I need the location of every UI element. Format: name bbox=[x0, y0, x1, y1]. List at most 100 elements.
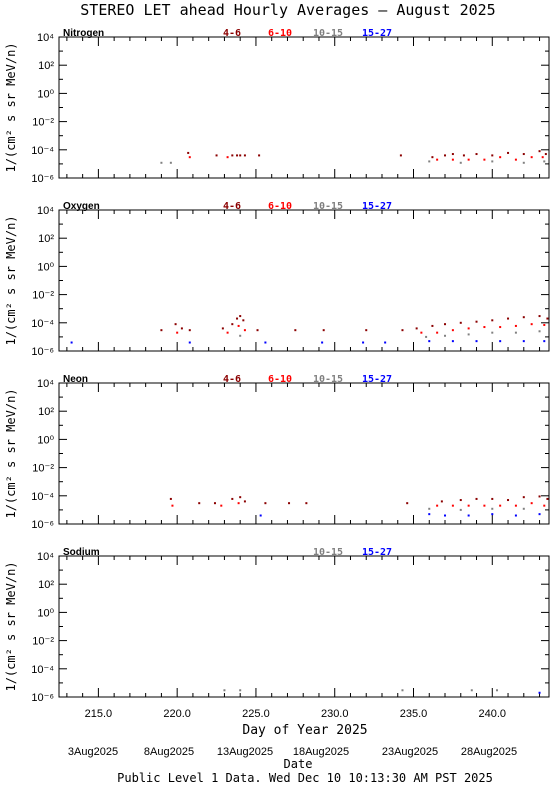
data-point bbox=[538, 513, 541, 516]
data-point bbox=[475, 153, 478, 156]
data-point bbox=[522, 496, 525, 499]
panel-name: Neon bbox=[63, 374, 88, 385]
data-point bbox=[451, 340, 454, 343]
data-point bbox=[399, 154, 402, 157]
data-point bbox=[530, 502, 533, 505]
data-point bbox=[188, 341, 191, 344]
data-point bbox=[538, 691, 541, 694]
data-point bbox=[239, 154, 242, 157]
y-tick-label: 10⁻⁶ bbox=[31, 346, 54, 358]
data-point bbox=[436, 331, 439, 334]
data-point bbox=[514, 504, 517, 507]
y-tick-label: 10⁻² bbox=[32, 117, 54, 129]
legend-15-27: 15-27 bbox=[362, 201, 392, 212]
legend-6-10: 6-10 bbox=[268, 201, 292, 212]
data-point bbox=[444, 323, 447, 326]
data-point bbox=[459, 161, 462, 164]
data-point bbox=[231, 323, 234, 326]
y-tick-label: 10² bbox=[38, 406, 54, 418]
date-label: 13Aug2025 bbox=[217, 746, 273, 758]
data-point bbox=[243, 500, 246, 503]
data-point bbox=[187, 151, 190, 154]
data-point bbox=[483, 326, 486, 329]
data-point bbox=[491, 319, 494, 322]
date-label: 18Aug2025 bbox=[293, 746, 349, 758]
data-point bbox=[499, 340, 502, 343]
data-point bbox=[507, 317, 510, 320]
data-point bbox=[188, 156, 191, 159]
y-tick-label: 10⁻² bbox=[32, 290, 54, 302]
data-point bbox=[401, 689, 404, 692]
legend-4-6: 4-6 bbox=[223, 28, 241, 39]
data-point bbox=[491, 160, 494, 163]
data-point bbox=[541, 156, 544, 159]
panel-oxygen: 10⁻⁶ 10⁻⁴ 10⁻² 10⁰ 10² 10⁴ 1/(cm² s sr MeV/n) O… bbox=[4, 201, 550, 358]
data-point bbox=[475, 497, 478, 500]
data-point bbox=[70, 341, 73, 344]
x-tick-label: 220.0 bbox=[163, 708, 191, 720]
data-point bbox=[522, 153, 525, 156]
data-point bbox=[223, 689, 226, 692]
x-tick-label: 240.0 bbox=[479, 708, 507, 720]
data-point bbox=[401, 329, 404, 332]
y-tick-label: 10⁰ bbox=[37, 261, 54, 273]
data-point bbox=[258, 154, 261, 157]
y-tick-label: 10⁻⁶ bbox=[31, 173, 54, 185]
data-point bbox=[431, 156, 434, 159]
data-point bbox=[462, 154, 465, 157]
data-point bbox=[174, 323, 177, 326]
plot-frame bbox=[58, 382, 550, 525]
data-point bbox=[459, 508, 462, 511]
data-point bbox=[546, 497, 549, 500]
data-point bbox=[499, 504, 502, 507]
data-point bbox=[459, 499, 462, 502]
data-point bbox=[530, 156, 533, 159]
plot-frame bbox=[58, 209, 550, 352]
data-point bbox=[483, 504, 486, 507]
data-point bbox=[428, 340, 431, 343]
y-tick-label: 10⁻² bbox=[32, 636, 54, 648]
data-point bbox=[543, 323, 546, 326]
data-point bbox=[264, 502, 267, 505]
data-point bbox=[514, 514, 517, 517]
data-point bbox=[444, 514, 447, 517]
data-point bbox=[237, 324, 240, 327]
legend-15-27: 15-27 bbox=[362, 28, 392, 39]
data-point bbox=[322, 329, 325, 332]
data-point bbox=[431, 324, 434, 327]
panel-neon: 10⁻⁶ 10⁻⁴ 10⁻² 10⁰ 10² 10⁴ 1/(cm² s sr MeV/n) N… bbox=[4, 374, 550, 531]
data-point bbox=[256, 329, 259, 332]
data-point bbox=[543, 340, 546, 343]
data-point bbox=[425, 335, 428, 338]
x-tick-label: 230.0 bbox=[321, 708, 349, 720]
data-point bbox=[467, 504, 470, 507]
data-point bbox=[226, 156, 229, 159]
y-tick-label: 10² bbox=[38, 579, 54, 591]
data-point bbox=[288, 502, 291, 505]
x-axis-label: Day of Year 2025 bbox=[242, 723, 367, 738]
data-point bbox=[294, 329, 297, 332]
data-point bbox=[467, 333, 470, 336]
data-point bbox=[491, 154, 494, 157]
y-axis-label: 1/(cm² s sr MeV/n) bbox=[4, 561, 18, 691]
data-point bbox=[444, 154, 447, 157]
legend-15-27: 15-27 bbox=[362, 374, 392, 385]
data-point bbox=[362, 341, 365, 344]
date-label: 23Aug2025 bbox=[382, 746, 438, 758]
panel-sodium: 10⁻⁶ 10⁻⁴ 10⁻² 10⁰ 10² 10⁴ 1/(cm² s sr MeV/n) S… bbox=[4, 547, 550, 704]
data-point bbox=[305, 502, 308, 505]
data-point bbox=[544, 153, 547, 156]
data-point bbox=[451, 504, 454, 507]
data-point bbox=[522, 340, 525, 343]
x-tick-label: 235.0 bbox=[400, 708, 428, 720]
data-point bbox=[180, 327, 183, 330]
y-axis-label: 1/(cm² s sr MeV/n) bbox=[4, 42, 18, 172]
data-point bbox=[321, 341, 324, 344]
data-point bbox=[221, 327, 224, 330]
data-point bbox=[436, 504, 439, 507]
date-label: 28Aug2025 bbox=[461, 746, 517, 758]
y-tick-label: 10⁴ bbox=[37, 205, 54, 217]
y-tick-label: 10⁴ bbox=[37, 551, 54, 563]
panel-nitrogen: 10⁻⁶ 10⁻⁴ 10⁻² 10⁰ 10² 10⁴ 1/(cm² s sr MeV/n) N… bbox=[4, 28, 550, 185]
